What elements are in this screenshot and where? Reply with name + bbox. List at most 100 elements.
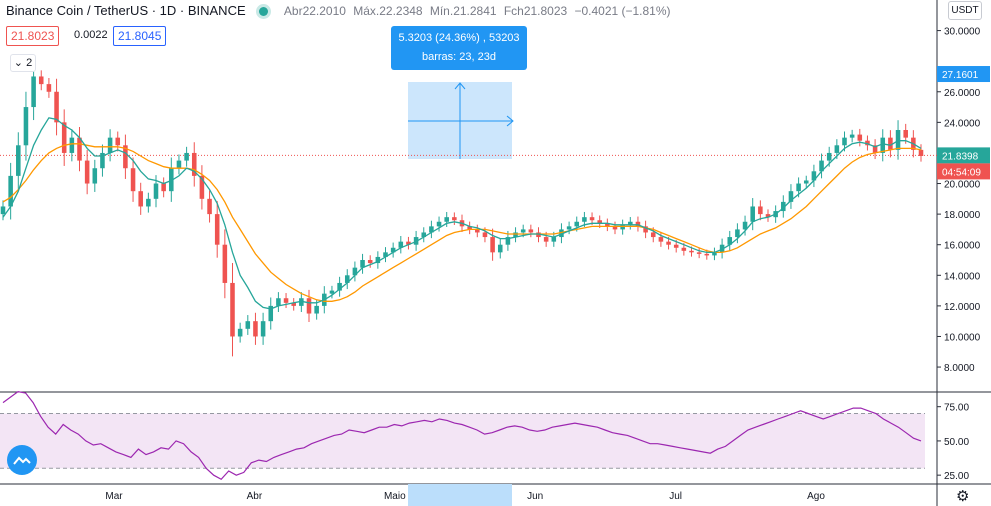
candle-body	[245, 321, 251, 329]
candle-body	[268, 305, 274, 322]
candle-body	[61, 122, 67, 153]
candle-body	[605, 223, 610, 227]
candle-body	[758, 206, 763, 215]
x-tick-label: Jun	[527, 491, 543, 502]
candle-body	[650, 232, 656, 238]
candle-body	[842, 137, 847, 146]
measure-tooltip: 5.3203 (24.36%) , 53203 barras: 23, 23d	[391, 26, 527, 70]
candle-body	[918, 149, 924, 156]
candle-body	[628, 221, 633, 225]
rsi-band	[0, 413, 925, 469]
candle-body	[161, 183, 166, 192]
candle-body	[230, 282, 235, 337]
price-tick-label: 26.0000	[944, 88, 981, 99]
candle-body	[283, 298, 289, 303]
measure-arrowhead-up	[454, 82, 466, 90]
ohlc-low-value: 21.2841	[453, 4, 497, 18]
measure-line-1: 5.3203 (24.36%) , 53203	[398, 32, 520, 44]
candle-body	[796, 183, 801, 192]
candle-body	[38, 76, 44, 85]
buy-button[interactable]: 21.8045	[113, 26, 167, 46]
candle-body	[696, 252, 702, 254]
collapse-legend-button[interactable]: ⌄ 2	[10, 54, 36, 72]
rsi-tick-label: 25.00	[944, 471, 969, 482]
gear-icon[interactable]: ⚙	[956, 488, 970, 505]
candle-body	[704, 253, 710, 256]
candle-body	[727, 237, 733, 245]
candle-body	[612, 226, 618, 230]
candle-body	[237, 328, 243, 337]
candle-body	[559, 229, 564, 238]
candle-body	[54, 91, 59, 123]
candle-body	[100, 152, 105, 169]
ohlc-change: −0.4021 (−1.81%)	[574, 4, 671, 18]
candle-body	[421, 232, 427, 238]
candle-body	[429, 226, 434, 233]
price-tick-label: 18.0000	[944, 210, 981, 221]
candle-body	[635, 221, 641, 227]
wave-icon[interactable]	[7, 445, 37, 475]
candle-body	[536, 232, 541, 238]
candle-body	[880, 137, 886, 153]
candle-body	[436, 221, 442, 227]
ma-fast-line	[2, 117, 922, 310]
price-tick-label: 20.0000	[944, 180, 981, 191]
candle-body	[528, 229, 534, 233]
x-tick-label: Abr	[247, 491, 263, 502]
green-dot-icon	[259, 7, 269, 17]
candle-body	[811, 171, 817, 181]
price-tick-label: 10.0000	[944, 332, 981, 343]
candle-body	[574, 221, 580, 227]
candle-body	[826, 152, 832, 161]
candle-body	[360, 260, 365, 268]
candle-body	[314, 305, 319, 314]
candle-body	[115, 137, 121, 146]
sell-button[interactable]: 21.8023	[6, 26, 60, 46]
candle-body	[597, 220, 602, 224]
candle-body	[169, 168, 174, 192]
candle-body	[788, 191, 794, 202]
ma-slow-line	[2, 143, 922, 302]
candle-body	[666, 241, 671, 245]
candle-body	[620, 224, 625, 230]
candle-body	[23, 107, 29, 146]
candle-body	[520, 229, 526, 233]
price-tick-label: 16.0000	[944, 241, 981, 252]
candle-body	[543, 237, 549, 242]
chevron-down-icon: ⌄	[13, 57, 24, 69]
candle-body	[781, 201, 786, 212]
candle-body	[497, 244, 503, 253]
candle-body	[176, 160, 182, 169]
candle-body	[92, 168, 98, 184]
candle-body	[452, 217, 457, 221]
candle-body	[352, 267, 358, 276]
ohlc-high-value: 22.2348	[379, 4, 423, 18]
collapse-count: 2	[26, 57, 33, 69]
candle-body	[689, 250, 694, 253]
symbol-title[interactable]: Binance Coin / TetherUS · 1D · BINANCE	[6, 3, 246, 18]
candle-body	[765, 214, 771, 218]
candle-body	[681, 247, 687, 251]
candle-body	[8, 175, 13, 207]
price-tick-label: 14.0000	[944, 271, 981, 282]
candle-body	[589, 217, 595, 221]
price-tick-label: 30.0000	[944, 27, 981, 38]
candle-body	[46, 84, 52, 92]
candle-body	[153, 183, 159, 199]
candle-body	[735, 229, 740, 238]
candle-body	[184, 152, 189, 161]
candle-body	[191, 152, 197, 176]
candle-body	[719, 244, 725, 253]
candle-body	[513, 232, 518, 238]
candle-body	[398, 241, 404, 248]
ohlc-close-label: Fch	[503, 4, 524, 18]
candle-body	[0, 206, 6, 215]
price-tick-label: 12.0000	[944, 302, 981, 313]
chart-header: Binance Coin / TetherUS · 1D · BINANCE A…	[6, 3, 671, 18]
ohlc-low-label: Mín.	[429, 4, 454, 18]
current-price-badge-bg	[937, 147, 990, 164]
high-price-badge-bg	[937, 66, 990, 83]
candle-body	[146, 198, 151, 207]
currency-button[interactable]: USDT	[948, 1, 982, 20]
